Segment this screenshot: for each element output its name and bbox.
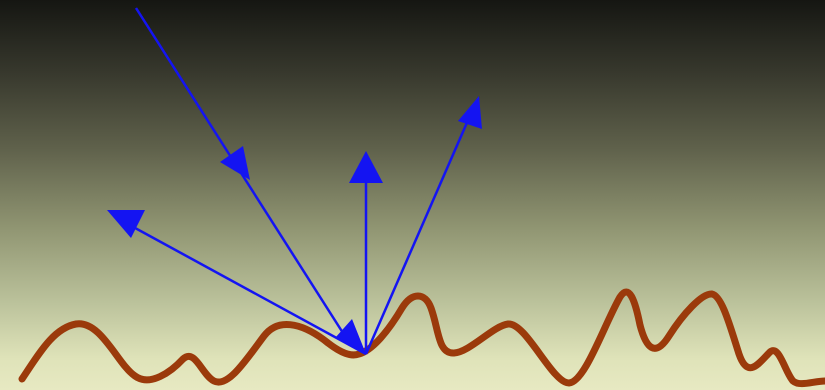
- reflected-ray-right: [364, 117, 471, 355]
- reflected-ray-left: [125, 221, 367, 356]
- incident-endpoint-arrowhead: [335, 319, 366, 354]
- rough-surface: [18, 288, 825, 388]
- incident-ray: [134, 7, 352, 345]
- incident-arrowhead: [220, 146, 250, 180]
- reflected-ray-right-arrowhead: [458, 96, 482, 129]
- reflected-ray-left-arrowhead: [107, 210, 145, 238]
- reflected-ray-vertical-arrowhead: [349, 151, 383, 183]
